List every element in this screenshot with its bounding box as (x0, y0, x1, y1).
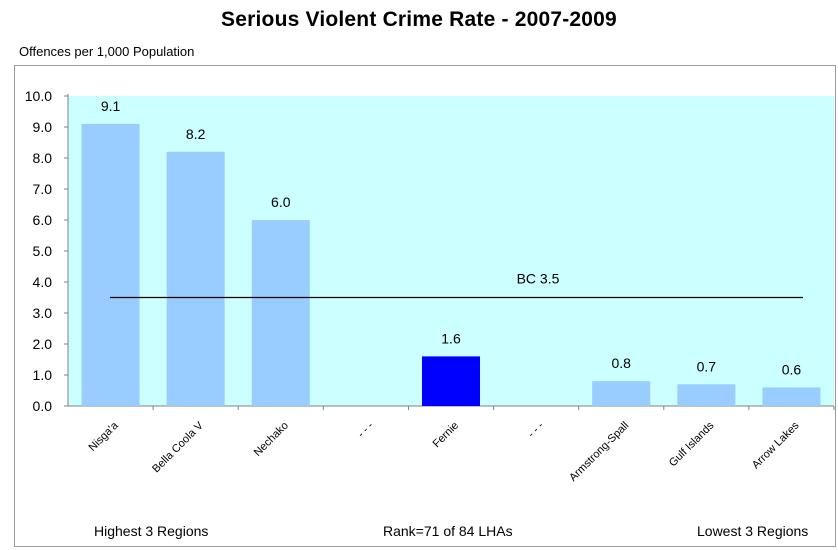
x-tick-label-0: Nisga'a (86, 419, 121, 454)
y-tick-label-0: 0.0 (33, 398, 53, 414)
data-label-8: 0.6 (782, 361, 802, 377)
bar-nechako (251, 220, 310, 406)
y-tick-label-7: 7.0 (33, 181, 53, 197)
data-label-2: 6.0 (271, 194, 291, 210)
y-tick-label-5: 5.0 (33, 243, 53, 259)
footer-left-label: Highest 3 Regions (94, 523, 209, 539)
bc-reference-label: BC 3.5 (517, 271, 560, 287)
x-tick-label-6: Armstrong-Spall (567, 420, 631, 484)
x-tick-label-5: - - - (526, 419, 547, 440)
x-tick-label-1: Bella Coola V (150, 419, 206, 475)
bar-gulf-islands (677, 384, 736, 406)
footer-center-label: Rank=71 of 84 LHAs (383, 523, 513, 539)
y-tick-label-3: 3.0 (33, 305, 53, 321)
y-tick-label-9: 9.0 (33, 119, 53, 135)
data-label-4: 1.6 (441, 330, 461, 346)
y-tick-label-4: 4.0 (33, 274, 53, 290)
y-tick-label-10: 10.0 (25, 88, 52, 104)
y-tick-label-6: 6.0 (33, 212, 53, 228)
bar-arrow-lakes (762, 387, 821, 406)
bar-armstrong-spall (592, 381, 651, 406)
y-axis-label: Offences per 1,000 Population (19, 44, 195, 59)
data-label-0: 9.1 (101, 98, 121, 114)
x-tick-label-3: - - - (355, 419, 376, 440)
x-tick-label-4: Fernie (431, 420, 462, 451)
footer-right-label: Lowest 3 Regions (697, 523, 809, 539)
y-tick-label-2: 2.0 (33, 336, 53, 352)
data-label-6: 0.8 (611, 355, 631, 371)
x-tick-label-2: Nechako (252, 420, 291, 459)
x-tick-label-7: Gulf Islands (667, 419, 717, 469)
chart-title: Serious Violent Crime Rate - 2007-2009 (221, 8, 617, 31)
bar-fernie (422, 356, 480, 406)
y-tick-label-8: 8.0 (33, 150, 53, 166)
y-tick-label-1: 1.0 (33, 367, 53, 383)
data-label-1: 8.2 (186, 126, 206, 142)
bar-bella-coola-v (166, 151, 225, 406)
x-tick-label-8: Arrow Lakes (750, 419, 802, 471)
bar-nisga-a (81, 123, 140, 407)
chart-frame (14, 65, 836, 547)
data-label-7: 0.7 (697, 358, 717, 374)
